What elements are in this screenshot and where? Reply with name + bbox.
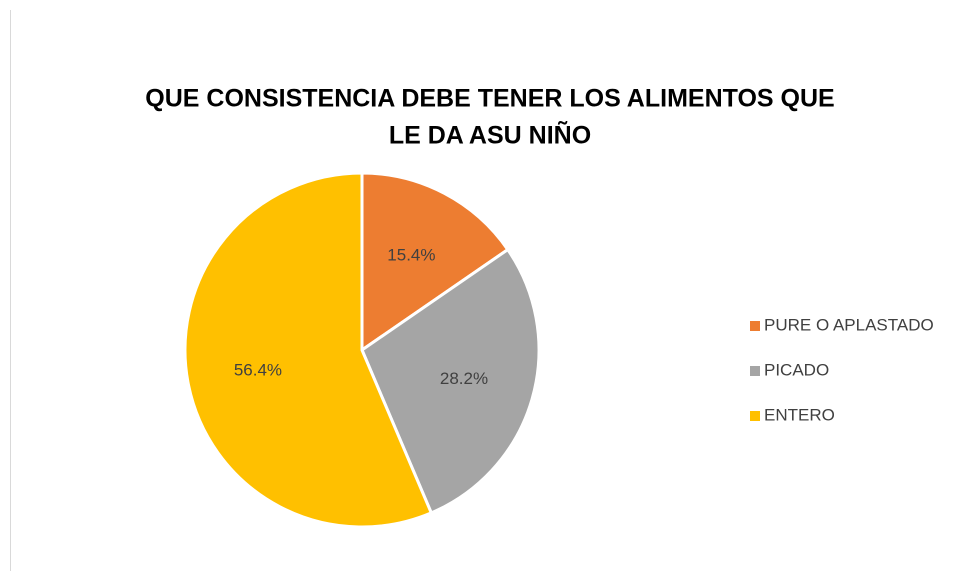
legend-label: PURE O APLASTADO: [764, 315, 934, 334]
legend-swatch: [750, 321, 760, 331]
pie-slice: [360, 171, 510, 353]
legend-label: PICADO: [764, 360, 829, 379]
pie-slice: [360, 247, 541, 515]
data-label: 28.2%: [440, 369, 488, 388]
legend-swatch: [750, 411, 760, 421]
data-label: 56.4%: [234, 361, 282, 380]
chart-title: LE DA ASU NIÑO: [389, 120, 591, 150]
legend-swatch: [750, 366, 760, 376]
chart-title: QUE CONSISTENCIA DEBE TENER LOS ALIMENTO…: [145, 85, 834, 113]
pie-slice: [183, 171, 434, 529]
data-label: 15.4%: [387, 245, 435, 264]
legend-label: ENTERO: [764, 405, 835, 424]
